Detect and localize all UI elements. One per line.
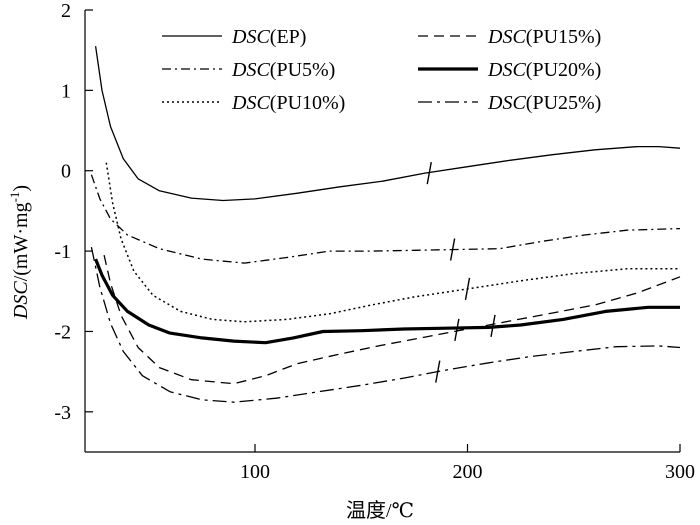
y-tick-label: -1 [54,241,71,263]
x-tick-label: 300 [665,461,695,483]
y-axis-label: DSC/(mW·mg-1) [7,185,32,320]
series-line-4 [94,258,680,345]
plot-frame [84,10,680,453]
legend-entry: DSC(PU25%) [487,92,601,114]
legend-entry: DSC(EP) [231,26,306,48]
series-line-2 [105,162,680,323]
transition-marker [490,314,496,337]
series-line-5 [90,246,681,403]
y-tick-label: 1 [61,80,71,102]
series-line-1 [90,174,681,264]
x-tick-label: 200 [453,461,483,483]
legend-entry: DSC(PU20%) [487,59,601,81]
transition-marker [454,318,460,341]
transition-marker [426,162,432,185]
series-line-0 [94,46,681,202]
y-tick-label: -2 [54,321,71,343]
transition-markers [426,162,496,383]
legend-entry: DSC(PU10%) [231,92,345,114]
y-tick-label: 0 [61,161,71,183]
legend: DSC(EP) DSC(PU15%) DSC(PU5%) DSC(PU20%) DSC(… [162,26,601,114]
transition-marker [449,238,456,261]
series-line-3 [103,254,681,385]
x-tick-label: 100 [240,461,270,483]
series-layer [90,46,681,403]
legend-entry: DSC(PU5%) [231,59,335,81]
transition-marker [435,360,441,383]
y-tick-label: 2 [61,0,71,22]
y-tick-label: -3 [54,402,71,424]
legend-entry: DSC(PU15%) [487,26,601,48]
axis-ticks: 2 1 0 -1 -2 -3 100 200 300 [54,0,695,483]
transition-marker [464,277,471,300]
x-axis-label: 温度/℃ [346,499,414,522]
